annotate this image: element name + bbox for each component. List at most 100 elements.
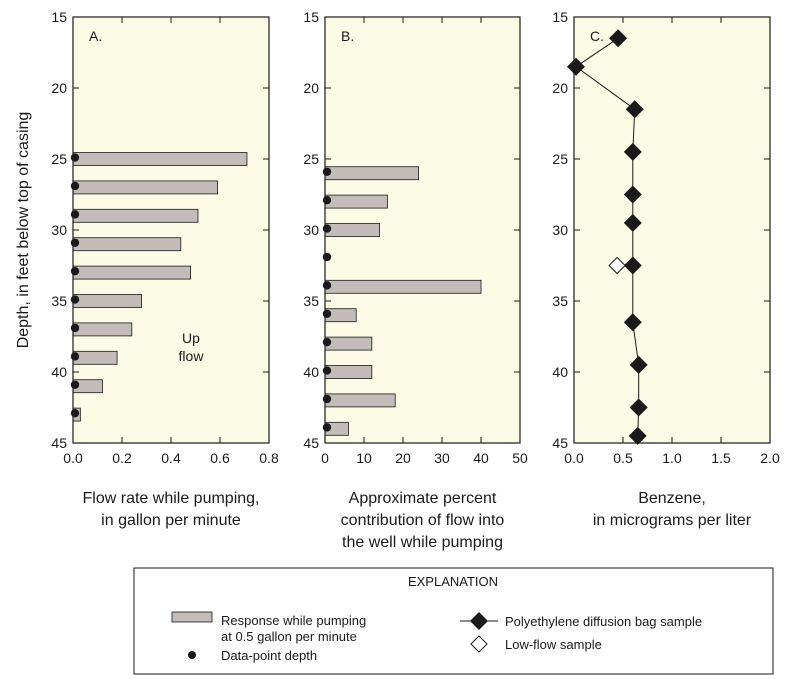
plot-area <box>574 17 770 443</box>
x-tick-label: 1.0 <box>662 450 682 466</box>
y-tick-label: 25 <box>303 151 319 167</box>
bag-sample-point <box>629 355 648 374</box>
bar <box>324 279 482 294</box>
x-axis-label-line: in micrograms per liter <box>593 512 752 529</box>
bar <box>324 365 373 379</box>
data-point-dot <box>70 210 80 219</box>
data-point-dot <box>70 295 80 304</box>
data-point-dot <box>70 380 80 389</box>
lowflow-sample-point <box>608 256 626 275</box>
panel-label: A. <box>89 28 102 44</box>
y-tick-label: 20 <box>552 80 568 96</box>
x-axis-label-line: Flow rate while pumping, <box>83 490 260 507</box>
bag-sample-point <box>629 398 648 417</box>
bag-sample-point <box>623 256 642 275</box>
x-tick-label: 0.0 <box>63 450 83 466</box>
x-axis-label-line: Approximate percent <box>349 490 497 507</box>
y-tick-label: 40 <box>51 364 67 380</box>
x-tick-label: 0.2 <box>112 450 132 466</box>
bag-sample-point <box>623 313 642 332</box>
y-tick-label: 30 <box>552 222 568 238</box>
y-tick-label: 45 <box>51 435 67 451</box>
bar <box>72 208 199 223</box>
x-tick-label: 20 <box>395 450 411 466</box>
data-point-dot <box>70 352 80 361</box>
bar <box>324 336 373 351</box>
bar <box>72 350 118 365</box>
bar <box>324 393 396 408</box>
x-tick-label: 0 <box>321 450 329 466</box>
bag-sample-point <box>609 29 628 48</box>
data-point-dot <box>322 195 332 205</box>
data-point-dot <box>70 238 80 247</box>
x-axis-label-line: Benzene, <box>638 490 706 507</box>
data-point-dot <box>322 281 332 290</box>
bar <box>324 194 388 209</box>
data-point-dot <box>322 394 332 404</box>
bar <box>72 152 248 166</box>
x-tick-label: 0.0 <box>564 450 584 466</box>
legend-frame <box>133 567 774 675</box>
x-tick-label: 2.0 <box>760 450 780 466</box>
y-tick-label: 25 <box>51 151 67 167</box>
bag-sample-point <box>623 185 642 204</box>
y-tick-label: 35 <box>51 293 67 309</box>
x-tick-label: 0.8 <box>259 450 279 466</box>
x-tick-label: 50 <box>512 450 528 466</box>
data-point-dot <box>322 366 332 375</box>
y-tick-label: 30 <box>51 222 67 238</box>
x-tick-label: 10 <box>356 450 372 466</box>
data-point-dot <box>322 224 332 233</box>
legend: EXPLANATION Response while pumping at 0.… <box>133 567 774 675</box>
legend-bar-swatch <box>171 611 213 623</box>
panel-label: B. <box>341 28 354 44</box>
bar <box>324 223 380 237</box>
x-axis-label-line: contribution of flow into <box>341 512 505 529</box>
x-tick-label: 0.4 <box>161 450 181 466</box>
y-tick-label: 15 <box>552 9 568 25</box>
x-tick-label: 0.5 <box>613 450 633 466</box>
legend-bag-diamond-icon <box>470 612 488 630</box>
data-point-dot <box>70 266 80 276</box>
bag-sample-point <box>623 213 642 232</box>
bar <box>72 180 218 195</box>
panel-label: C. <box>590 28 604 44</box>
plot-frame <box>324 16 521 444</box>
bar <box>72 265 191 280</box>
y-tick-label: 35 <box>552 293 568 309</box>
bag-sample-point <box>623 142 642 161</box>
panel-a: 15 20 25 30 35 40 450.0 0.2 0.4 0.6 0.8 A. Up flow Flo… <box>51 9 279 529</box>
x-tick-label: 30 <box>434 450 450 466</box>
y-tick-label: 15 <box>303 9 319 25</box>
legend-title: EXPLANATION <box>408 574 498 589</box>
y-tick-label: 35 <box>303 293 319 309</box>
data-point-dot <box>70 181 80 191</box>
legend-bag-label: Polyethylene diffusion bag sample <box>505 614 702 629</box>
y-tick-label: 25 <box>552 151 568 167</box>
plot-frame <box>573 16 771 444</box>
data-point-dot <box>322 423 332 432</box>
x-tick-label: 1.5 <box>711 450 731 466</box>
y-axis-label: Depth, in feet below top of casing <box>15 112 32 349</box>
x-axis-label-line: the well while pumping <box>342 534 503 551</box>
x-tick-label: 40 <box>473 450 489 466</box>
legend-lowflow-label: Low-flow sample <box>505 637 602 652</box>
y-tick-label: 45 <box>303 435 319 451</box>
bar <box>324 166 419 181</box>
legend-dot-marker <box>188 651 196 659</box>
y-tick-label: 15 <box>51 9 67 25</box>
y-tick-label: 20 <box>303 80 319 96</box>
bag-sample-point <box>628 426 647 445</box>
data-point-dot <box>70 323 80 333</box>
panel-b: 15 20 25 30 35 40 450 10 20 30 40 50 B. Approximate p… <box>303 9 528 551</box>
legend-dot-label: Data-point depth <box>221 648 317 663</box>
annotation-line2: flow <box>179 348 205 364</box>
legend-bar-label-line2: at 0.5 gallon per minute <box>221 629 357 644</box>
y-tick-label: 40 <box>552 364 568 380</box>
bar <box>72 322 133 337</box>
bag-sample-point <box>625 100 644 119</box>
x-axis-label-line: in gallon per minute <box>101 512 241 529</box>
annotation-line1: Up <box>182 330 200 346</box>
y-tick-label: 45 <box>552 435 568 451</box>
